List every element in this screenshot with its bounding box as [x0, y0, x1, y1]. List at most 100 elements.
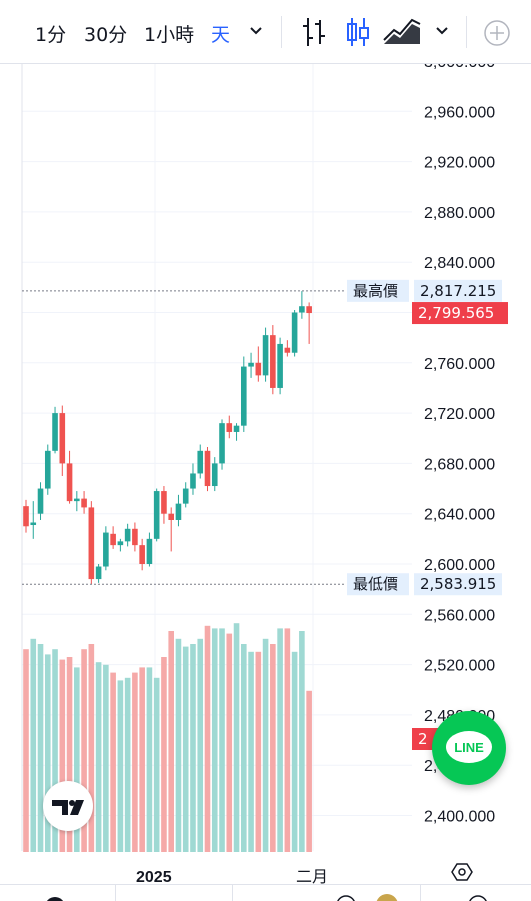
interval-1h[interactable]: 1小時 — [144, 24, 195, 46]
area-style-icon[interactable] — [382, 14, 422, 54]
candle-body[interactable] — [44, 450, 51, 489]
candles-style-icon[interactable] — [344, 14, 372, 54]
candle-body[interactable] — [117, 541, 124, 546]
volume-bar — [262, 638, 269, 852]
volume-bar — [211, 628, 218, 852]
candle-body[interactable] — [190, 473, 196, 489]
volume-bar — [30, 638, 37, 852]
candle-body[interactable] — [103, 532, 109, 567]
candle-body[interactable] — [132, 528, 138, 546]
volume-bar — [139, 667, 145, 852]
candle-body[interactable] — [139, 545, 145, 564]
price-tick-label: 2,520.000 — [424, 658, 495, 675]
volume-bar — [255, 651, 262, 852]
interval-1d[interactable]: 天 — [211, 24, 231, 46]
bar-style-icon[interactable] — [300, 14, 328, 54]
candle-body[interactable] — [182, 488, 189, 504]
candle-body[interactable] — [211, 463, 218, 487]
volume-bar — [44, 654, 51, 852]
volume-bar — [95, 662, 102, 852]
volume-bar — [117, 680, 124, 852]
chart-settings-icon[interactable] — [451, 863, 473, 881]
volume-bar — [197, 638, 204, 852]
price-chart[interactable]: 3,000.000 2,960.000 2,920.000 2,880.000 2,84… — [0, 54, 531, 886]
candle-body[interactable] — [110, 533, 116, 546]
candle-body[interactable] — [270, 335, 276, 388]
toolbar-divider — [281, 16, 282, 48]
volume-bar — [168, 631, 174, 852]
candle-body[interactable] — [168, 513, 174, 520]
add-indicator-plus-icon[interactable] — [482, 18, 512, 52]
high-value-badge: 2,817.215 — [420, 282, 496, 300]
interval-chevron-down-icon[interactable] — [248, 22, 264, 42]
volume-bar — [37, 644, 44, 852]
candle-body[interactable] — [95, 566, 102, 580]
line-share-button[interactable]: LINE — [432, 711, 506, 785]
candle-body[interactable] — [81, 498, 87, 508]
volume-bar — [59, 659, 66, 852]
style-chevron-down-icon[interactable] — [434, 22, 450, 42]
volume-bar — [226, 633, 233, 852]
candle-body[interactable] — [52, 413, 58, 451]
volume-bar — [66, 657, 73, 852]
volume-bar — [248, 651, 254, 852]
volume-bar — [161, 657, 167, 852]
tradingview-logo[interactable] — [43, 781, 93, 831]
volume-bar — [124, 677, 131, 852]
bottom-nav-icon[interactable] — [45, 897, 65, 901]
interval-30m[interactable]: 30分 — [84, 24, 128, 46]
candle-body[interactable] — [291, 312, 298, 353]
candle-body[interactable] — [284, 347, 291, 353]
toolbar-divider — [466, 16, 467, 48]
low-value-badge-bg — [414, 573, 502, 596]
volume-bar — [233, 623, 240, 852]
candle-body[interactable] — [175, 503, 182, 520]
volume-value-badge: 2 — [418, 730, 428, 748]
candle-body[interactable] — [262, 335, 269, 376]
candle-body[interactable] — [153, 491, 160, 539]
price-tick-label: 2,720.000 — [424, 406, 495, 423]
price-tick-label: 3,000.000 — [424, 64, 495, 71]
current-price-badge: 2,799.565 — [418, 304, 494, 322]
candle-body[interactable] — [59, 413, 66, 464]
candle-body[interactable] — [277, 343, 283, 388]
interval-1m[interactable]: 1分 — [35, 24, 67, 46]
candle-body[interactable] — [204, 450, 211, 487]
volume-bar — [284, 628, 291, 852]
high-label-badge-bg — [347, 279, 409, 302]
candle-body[interactable] — [88, 507, 95, 580]
candle-body[interactable] — [241, 366, 247, 426]
candle-body[interactable] — [74, 498, 80, 502]
bottom-navigation — [0, 884, 531, 901]
candle-body[interactable] — [23, 506, 29, 527]
high-label-badge: 最高價 — [353, 282, 398, 300]
candle-body[interactable] — [306, 306, 312, 314]
volume-bar — [291, 651, 298, 852]
volume-bar — [52, 649, 58, 852]
candle-body[interactable] — [255, 362, 262, 376]
volume-bar — [299, 631, 305, 852]
volume-bar — [182, 646, 189, 852]
candle-body[interactable] — [233, 425, 240, 432]
candle-body[interactable] — [197, 450, 204, 474]
candle-body[interactable] — [30, 522, 37, 526]
bottom-nav-icon[interactable] — [469, 895, 487, 901]
bottom-nav-coin-icon[interactable] — [376, 894, 398, 901]
candle-body[interactable] — [66, 463, 73, 502]
price-tick-label: 2,680.000 — [424, 456, 495, 473]
chart-canvas[interactable]: 3,000.000 2,960.000 2,920.000 2,880.000 2,84… — [0, 54, 531, 886]
chart-toolbar: 1分 30分 1小時 天 — [0, 0, 531, 64]
candle-body[interactable] — [161, 491, 167, 514]
candle-body[interactable] — [146, 538, 153, 564]
low-value-badge: 2,583.915 — [420, 575, 496, 593]
candle-body[interactable] — [248, 362, 254, 367]
candle-body[interactable] — [219, 423, 225, 464]
price-tick-label: 2,640.000 — [424, 507, 495, 524]
candle-body[interactable] — [226, 423, 233, 432]
candle-body[interactable] — [37, 488, 44, 514]
bottom-nav-icon[interactable] — [337, 895, 355, 901]
candle-body[interactable] — [299, 306, 305, 313]
bottom-divider — [115, 885, 116, 901]
price-tick-label: 2,960.000 — [424, 104, 495, 121]
candle-body[interactable] — [124, 528, 131, 542]
